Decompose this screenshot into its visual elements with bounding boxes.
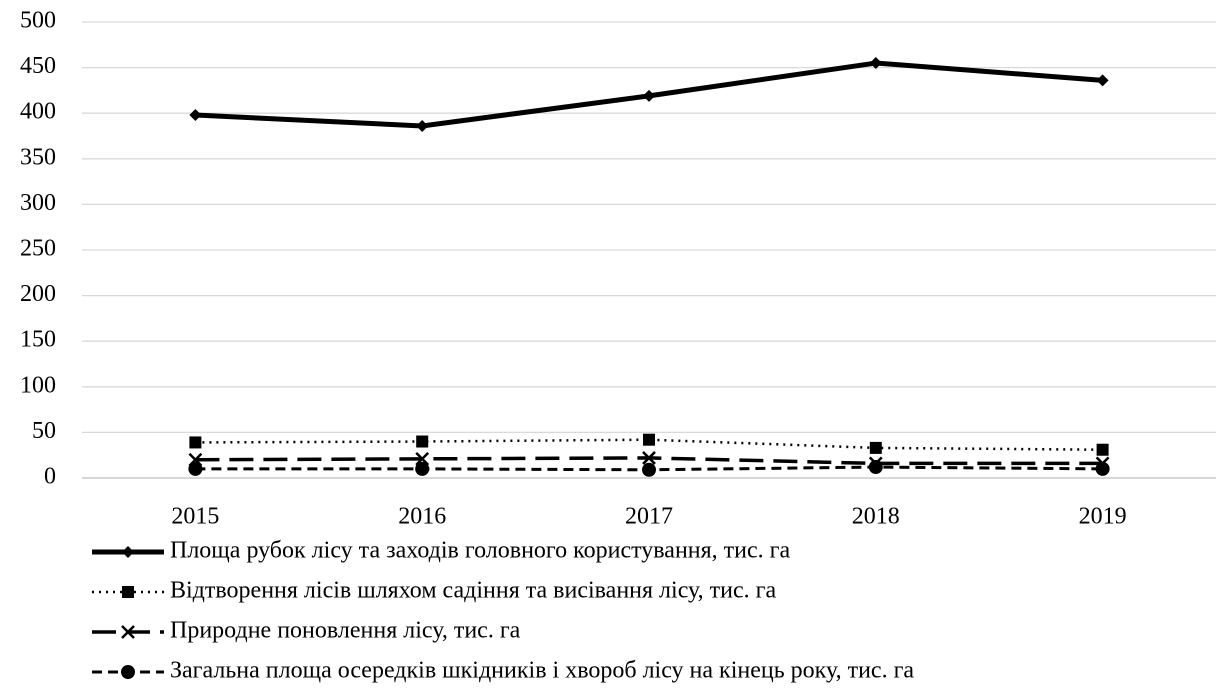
marker [1096,443,1109,456]
marker [1096,74,1109,87]
x-tick-label: 2016 [398,504,446,530]
y-tick-label: 0 [44,464,56,490]
legend-label: Природне поновлення лісу, тис. га [170,618,521,644]
marker [416,435,429,448]
marker [416,119,429,132]
x-tick-label: 2017 [625,504,673,530]
marker [122,546,134,558]
x-tick-label: 2015 [171,504,219,530]
marker [642,462,656,477]
marker [642,451,656,465]
marker [643,433,655,446]
marker [1095,461,1110,476]
marker [415,461,430,476]
y-tick-label: 50 [32,418,56,444]
marker [869,441,882,454]
y-tick-label: 200 [20,281,56,307]
y-tick-label: 400 [20,99,56,125]
marker [643,89,655,102]
marker [189,436,202,449]
marker [121,665,135,679]
marker [121,625,135,639]
legend-label: Відтворення лісів шляхом садіння та висі… [170,578,776,604]
y-tick-label: 250 [20,236,56,262]
series-line [195,438,1103,451]
legend-label: Площа рубок лісу та заходів головного ко… [170,538,790,564]
marker [189,109,202,122]
y-tick-label: 350 [20,144,56,170]
y-tick-label: 150 [20,327,56,353]
y-tick-label: 100 [20,372,56,398]
marker [415,451,430,466]
y-tick-label: 500 [20,8,56,34]
marker [188,461,203,476]
marker [122,586,134,598]
legend-label: Загальна площа осередків шкідників і хво… [170,658,914,684]
x-tick-label: 2019 [1079,504,1127,530]
y-tick-label: 450 [20,53,56,79]
marker [869,57,882,70]
y-tick-label: 300 [20,190,56,216]
x-tick-label: 2018 [852,504,900,530]
marker [868,460,883,475]
